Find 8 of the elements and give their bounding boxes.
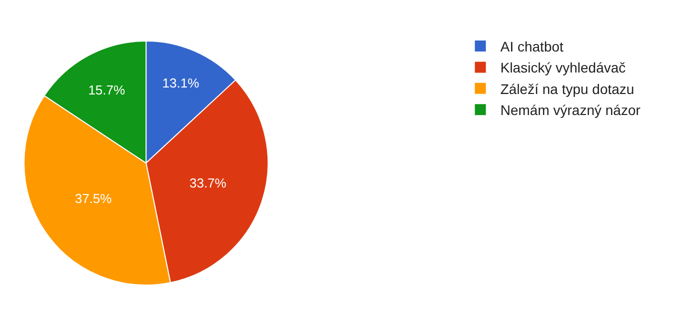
data-label: 33.7% [189,175,227,190]
legend-label: Klasický vyhledávač [500,60,626,76]
legend-label: Záleží na typu dotazu [500,80,634,97]
data-label: 13.1% [162,76,200,91]
legend-label: AI chatbot [500,38,564,54]
data-label: 15.7% [88,82,126,98]
legend-label: Nemám výrazný názor [500,102,641,118]
data-label: 37.5% [74,191,112,206]
